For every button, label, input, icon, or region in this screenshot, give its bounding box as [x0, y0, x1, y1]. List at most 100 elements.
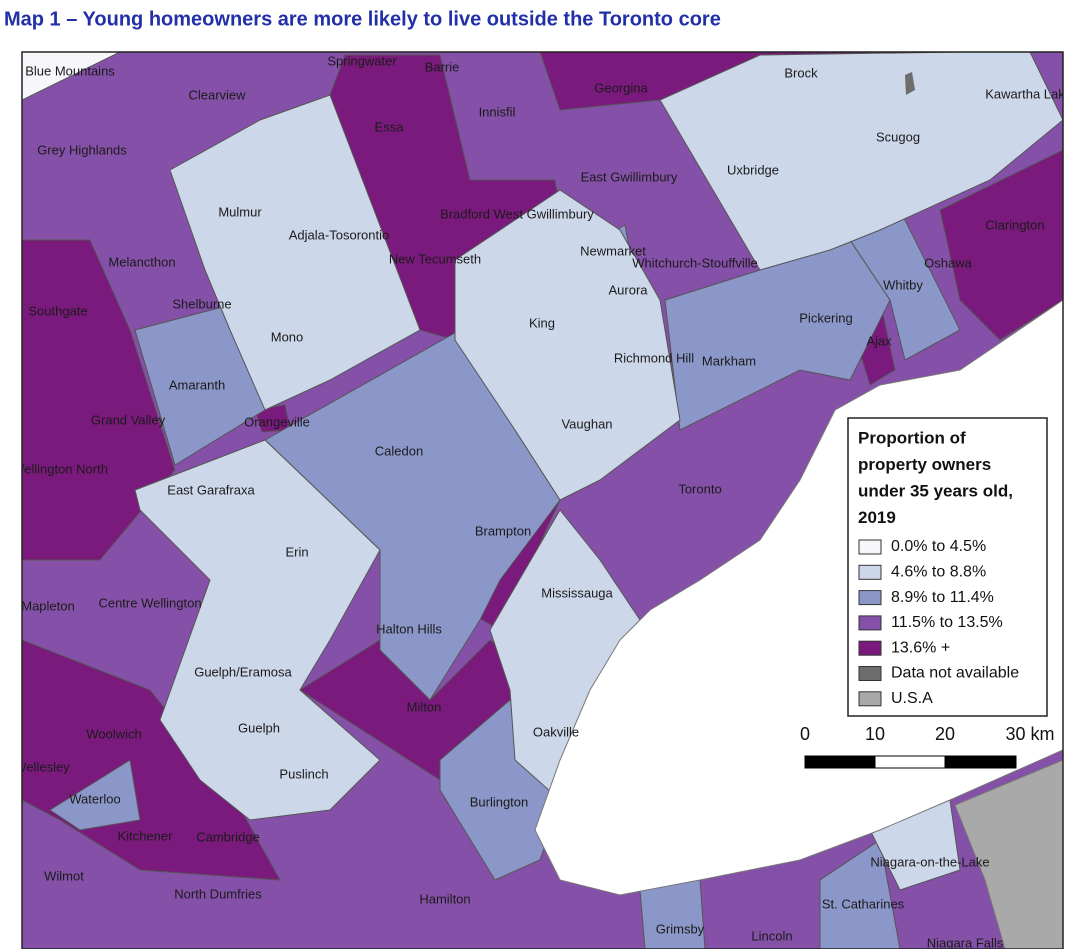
- place-label: New Tecumseth: [389, 251, 481, 266]
- place-label: Richmond Hill: [614, 350, 694, 365]
- place-label: Amaranth: [169, 377, 225, 392]
- place-label: Brock: [784, 65, 818, 80]
- place-label: Brampton: [475, 523, 531, 538]
- place-label: Milton: [407, 699, 442, 714]
- legend: Proportion of property owners under 35 yea…: [847, 417, 1048, 717]
- place-label: Halton Hills: [376, 621, 442, 636]
- place-label: Bradford West Gwillimbury: [440, 206, 594, 221]
- legend-title: property owners: [858, 455, 991, 474]
- legend-swatch: [858, 615, 882, 631]
- legend-title: 2019: [858, 508, 896, 527]
- place-label: Barrie: [425, 59, 460, 74]
- scale-segment: [874, 755, 946, 769]
- place-label: Guelph/Eramosa: [194, 664, 292, 679]
- map-frame: [21, 51, 1064, 949]
- place-label: Wilmot: [44, 868, 84, 883]
- white-region: [22, 52, 121, 101]
- place-label: Niagara Falls: [927, 935, 1004, 949]
- place-label: Lincoln: [751, 928, 792, 943]
- place-label: Oshawa: [924, 255, 972, 270]
- legend-swatch: [858, 564, 882, 580]
- place-label: Grey Highlands: [37, 142, 127, 157]
- place-label: Clarington: [985, 217, 1044, 232]
- legend-label: 4.6% to 8.8%: [891, 564, 986, 581]
- place-label: Uxbridge: [727, 162, 779, 177]
- legend-label: Data not available: [891, 665, 1019, 682]
- place-label: Newmarket: [580, 243, 646, 258]
- place-label: Southgate: [28, 303, 87, 318]
- place-label: Niagara-on-the-Lake: [870, 854, 989, 869]
- place-label: Mississauga: [541, 585, 613, 600]
- place-label: Pickering: [799, 310, 852, 325]
- place-label: Cambridge: [196, 829, 260, 844]
- place-label: Mapleton: [21, 598, 74, 613]
- legend-swatch: [858, 539, 882, 555]
- place-label: Innisfil: [479, 104, 516, 119]
- place-label: Hamilton: [419, 891, 470, 906]
- place-label: Toronto: [678, 481, 721, 496]
- legend-label: U.S.A: [891, 690, 933, 707]
- legend-swatch: [858, 666, 882, 681]
- scale-segment: [944, 755, 1017, 769]
- place-label: Clearview: [188, 87, 246, 102]
- place-label: Woolwich: [86, 726, 141, 741]
- scale-bar: 0 10 20 30 km: [800, 724, 1055, 769]
- place-label: Ajax: [866, 333, 892, 348]
- place-label: Kitchener: [118, 828, 174, 843]
- place-label: Vaughan: [561, 416, 612, 431]
- place-label: Oakville: [533, 724, 579, 739]
- place-label: Guelph: [238, 720, 280, 735]
- legend-label: 8.9% to 11.4%: [891, 589, 994, 606]
- place-label: Grand Valley: [91, 412, 166, 427]
- place-label: Centre Wellington: [98, 595, 201, 610]
- place-label: Burlington: [470, 794, 529, 809]
- place-label: Whitchurch-Stouffville: [632, 255, 757, 270]
- scale-label: 10: [865, 724, 885, 744]
- place-label: Aurora: [608, 282, 648, 297]
- place-labels: Blue Mountains Springwater Barrie Clearview…: [12, 53, 1065, 949]
- place-label: Shelburne: [172, 296, 231, 311]
- place-label: Kawartha Lak: [985, 86, 1065, 101]
- place-label: Caledon: [375, 443, 423, 458]
- map-title: Map 1 – Young homeowners are more likely…: [4, 8, 721, 30]
- legend-label: 0.0% to 4.5%: [891, 538, 986, 555]
- map-body: Blue Mountains Springwater Barrie Clearview…: [12, 52, 1065, 949]
- legend-swatch: [858, 590, 882, 606]
- place-label: Scugog: [876, 129, 920, 144]
- legend-title: Proportion of: [858, 428, 966, 447]
- place-label: Mulmur: [218, 204, 262, 219]
- legend-label: 13.6% +: [891, 639, 950, 656]
- place-label: King: [529, 315, 555, 330]
- place-label: Waterloo: [69, 791, 121, 806]
- place-label: Whitby: [883, 277, 923, 292]
- place-label: Wellesley: [14, 759, 70, 774]
- place-label: Blue Mountains: [25, 63, 115, 78]
- scale-segment: [804, 755, 876, 769]
- place-label: Springwater: [327, 53, 397, 68]
- scale-label: 0: [800, 724, 810, 744]
- place-label: Grimsby: [656, 921, 705, 936]
- scale-label: 20: [935, 724, 955, 744]
- place-label: Markham: [702, 353, 756, 368]
- place-label: East Garafraxa: [167, 482, 255, 497]
- place-label: Orangeville: [244, 414, 310, 429]
- place-label: Melancthon: [108, 254, 175, 269]
- legend-swatch: [858, 691, 882, 707]
- place-label: East Gwillimbury: [581, 169, 678, 184]
- legend-label: 11.5% to 13.5%: [891, 614, 1003, 631]
- place-label: Puslinch: [279, 766, 328, 781]
- place-label: Georgina: [594, 80, 648, 95]
- scale-label: 30 km: [1005, 724, 1054, 744]
- usa-area: [954, 759, 1063, 949]
- place-label: North Dumfries: [174, 886, 262, 901]
- legend-swatch: [858, 640, 882, 656]
- place-label: Essa: [375, 119, 405, 134]
- no-data-region: [905, 72, 915, 95]
- place-label: Adjala-Tosorontio: [289, 227, 389, 242]
- place-label: Erin: [285, 544, 308, 559]
- place-label: Wellington North: [12, 461, 108, 476]
- place-label: St. Catharines: [822, 896, 905, 911]
- place-label: Mono: [271, 329, 304, 344]
- legend-title: under 35 years old,: [858, 481, 1013, 500]
